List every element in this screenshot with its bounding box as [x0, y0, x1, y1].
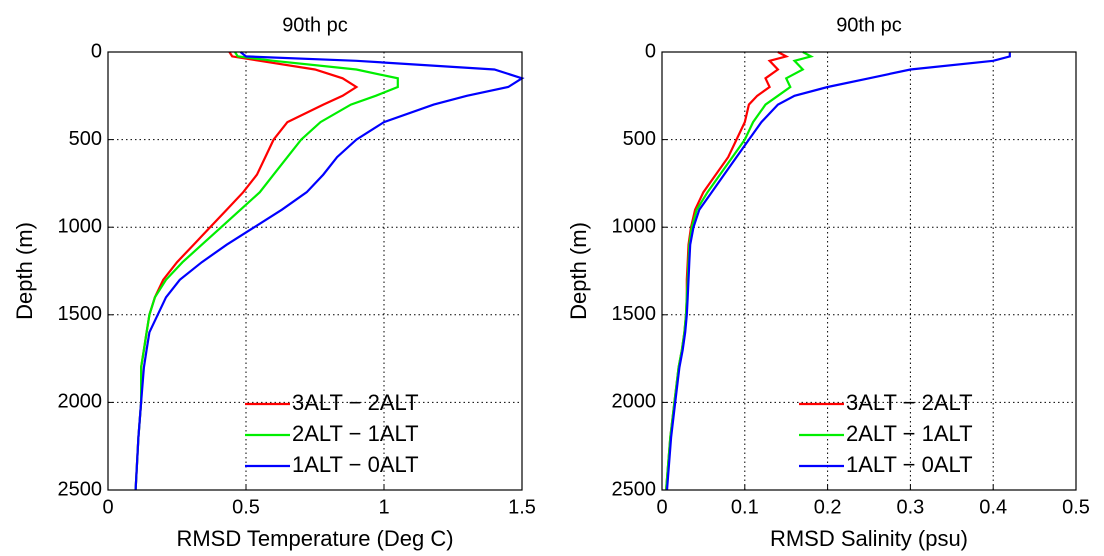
x-tick-label: 1.5	[508, 496, 536, 518]
series-line	[134, 51, 399, 491]
legend-label: 1ALT − 0ALT	[292, 452, 419, 477]
legend-label: 2ALT − 1ALT	[846, 421, 973, 446]
x-axis-label: RMSD Salinity (psu)	[770, 526, 968, 551]
x-tick-label: 0.2	[814, 496, 842, 518]
legend-label: 3ALT − 2ALT	[846, 390, 973, 415]
chart-title: 90th pc	[282, 14, 348, 36]
y-tick-label: 0	[91, 40, 102, 62]
y-tick-label: 2000	[58, 391, 103, 413]
x-tick-label: 0.3	[896, 496, 924, 518]
x-tick-label: 0.1	[731, 496, 759, 518]
chart-title: 90th pc	[836, 14, 902, 36]
series-line	[665, 52, 1011, 491]
legend-label: 3ALT − 2ALT	[292, 390, 419, 415]
y-tick-label: 2500	[612, 478, 657, 500]
series-line	[134, 51, 525, 491]
plot-frame	[107, 51, 523, 491]
y-tick-label: 1500	[58, 303, 103, 325]
plot-frame	[661, 51, 1077, 491]
y-tick-label: 2000	[612, 391, 657, 413]
legend-label: 2ALT − 1ALT	[292, 421, 419, 446]
legend-label: 1ALT − 0ALT	[846, 452, 973, 477]
x-tick-label: 0.4	[979, 496, 1007, 518]
x-axis-label: RMSD Temperature (Deg C)	[176, 526, 453, 551]
x-tick-label: 1	[378, 496, 389, 518]
x-tick-label: 0	[656, 496, 667, 518]
x-tick-label: 0.5	[232, 496, 260, 518]
y-tick-label: 500	[623, 128, 656, 150]
y-tick-label: 1000	[58, 215, 103, 237]
y-tick-label: 1000	[612, 215, 657, 237]
y-axis-label: Depth (m)	[12, 222, 37, 320]
y-tick-label: 2500	[58, 478, 103, 500]
y-tick-label: 500	[69, 128, 102, 150]
y-tick-label: 1500	[612, 303, 657, 325]
series-line	[665, 51, 790, 491]
y-tick-label: 0	[645, 40, 656, 62]
y-axis-label: Depth (m)	[566, 222, 591, 320]
x-tick-label: 0	[102, 496, 113, 518]
x-tick-label: 0.5	[1062, 496, 1090, 518]
